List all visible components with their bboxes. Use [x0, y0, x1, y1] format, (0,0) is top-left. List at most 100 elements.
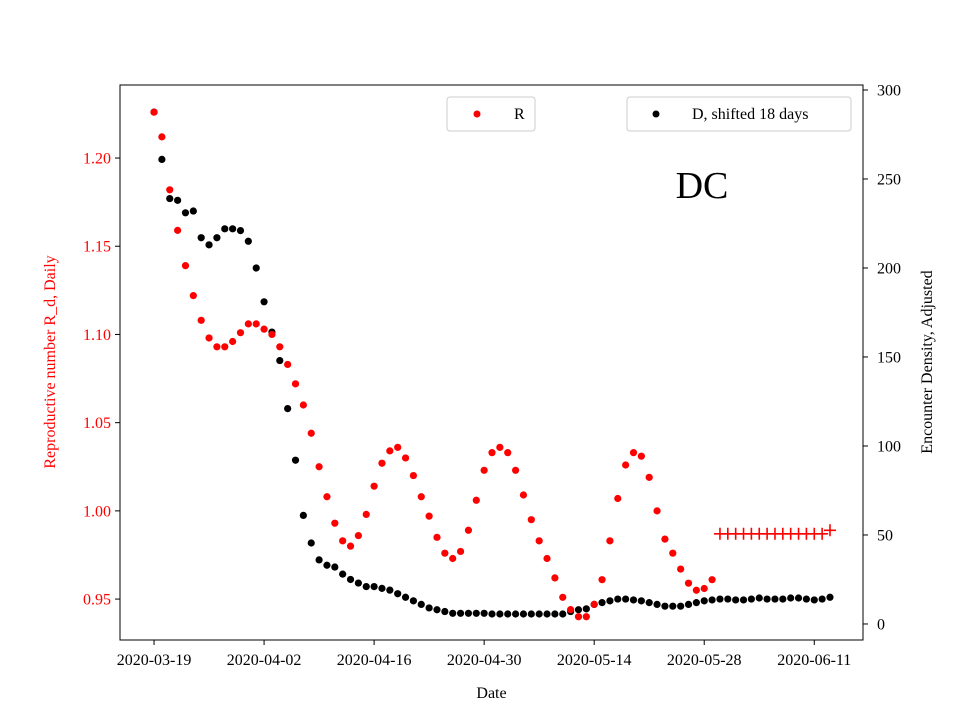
- data-point: [339, 570, 347, 578]
- data-point: [291, 380, 300, 388]
- data-point: [810, 596, 818, 604]
- data-point: [409, 471, 418, 480]
- data-point: [205, 241, 213, 249]
- data-point: [669, 602, 677, 610]
- data-point: [158, 133, 166, 141]
- data-point: [700, 584, 708, 593]
- data-point: [511, 610, 520, 618]
- data-point: [700, 597, 708, 605]
- data-point: [614, 494, 622, 503]
- legend-r-label: R: [514, 106, 525, 123]
- data-point: [543, 554, 551, 563]
- data-point: [582, 605, 590, 613]
- data-point: [504, 610, 512, 618]
- data-point: [606, 537, 614, 545]
- data-point: [315, 463, 323, 471]
- data-point: [166, 194, 174, 203]
- data-point: [692, 586, 700, 594]
- data-point: [684, 579, 693, 587]
- data-point: [708, 596, 716, 604]
- legend-d: D, shifted 18 days: [626, 96, 852, 132]
- data-point: [299, 401, 307, 409]
- data-point: [244, 320, 252, 328]
- y-right-tick-label: 50: [877, 527, 893, 544]
- data-point: [370, 583, 378, 591]
- data-point: [567, 606, 575, 614]
- data-point: [299, 511, 307, 520]
- data-point: [645, 599, 653, 607]
- data-point: [307, 539, 315, 547]
- data-point: [598, 599, 606, 607]
- data-point: [677, 602, 685, 610]
- legend-r-marker: [473, 110, 481, 118]
- data-point: [747, 595, 755, 603]
- data-point: [551, 610, 559, 618]
- data-point: [229, 225, 237, 233]
- data-point: [708, 576, 716, 584]
- data-point: [661, 602, 669, 610]
- data-point: [394, 443, 402, 451]
- data-point: [527, 610, 535, 618]
- data-point: [826, 593, 834, 601]
- data-point: [181, 262, 190, 270]
- data-point: [433, 606, 441, 614]
- data-point: [362, 510, 370, 518]
- data-point: [378, 459, 386, 467]
- data-point: [331, 519, 339, 527]
- y-left-tick-label: 1.00: [83, 503, 111, 520]
- y-right-tick-label: 100: [877, 438, 901, 455]
- data-point: [284, 360, 292, 369]
- legend-d-frame: [626, 96, 852, 132]
- data-point: [189, 207, 197, 215]
- data-point: [150, 108, 158, 116]
- y-right-tick-label: 150: [877, 349, 901, 366]
- data-point: [669, 549, 677, 557]
- data-point: [496, 443, 504, 451]
- data-point: [724, 595, 732, 603]
- data-point: [409, 597, 418, 605]
- data-point: [449, 609, 457, 617]
- data-point: [771, 595, 779, 603]
- data-point: [315, 556, 323, 564]
- data-point: [559, 593, 567, 601]
- data-point: [794, 594, 803, 602]
- data-point: [818, 595, 826, 603]
- data-point: [590, 600, 598, 608]
- data-point: [394, 590, 402, 598]
- data-point: [496, 610, 504, 618]
- data-point: [378, 584, 386, 592]
- data-point: [252, 320, 260, 328]
- y-left-tick-label: 1.10: [83, 327, 111, 344]
- data-point: [284, 405, 292, 413]
- data-point: [276, 343, 284, 351]
- data-point: [221, 225, 229, 233]
- data-point: [197, 234, 205, 242]
- data-point: [629, 596, 638, 604]
- data-point: [181, 209, 190, 217]
- data-point: [543, 610, 551, 618]
- data-point: [166, 186, 174, 194]
- data-point: [449, 554, 457, 563]
- data-point: [755, 594, 763, 602]
- data-point: [441, 549, 449, 557]
- data-point: [464, 526, 473, 534]
- data-point: [386, 586, 394, 594]
- data-point: [677, 565, 685, 573]
- legend-r: R: [446, 96, 536, 132]
- data-point: [433, 533, 441, 541]
- x-tick-label: 2020-04-02: [227, 652, 302, 669]
- data-point: [598, 576, 606, 584]
- data-point: [763, 595, 771, 603]
- data-point: [323, 561, 331, 569]
- x-tick-label: 2020-03-19: [117, 652, 192, 669]
- data-point: [260, 298, 268, 306]
- legend-r-frame: [446, 96, 536, 132]
- data-point: [739, 596, 748, 604]
- data-point: [527, 516, 535, 524]
- data-point: [511, 466, 520, 474]
- plot-frame: [119, 84, 864, 641]
- data-point: [653, 507, 661, 515]
- data-point: [684, 600, 693, 609]
- data-point: [645, 473, 653, 481]
- data-point: [732, 596, 740, 604]
